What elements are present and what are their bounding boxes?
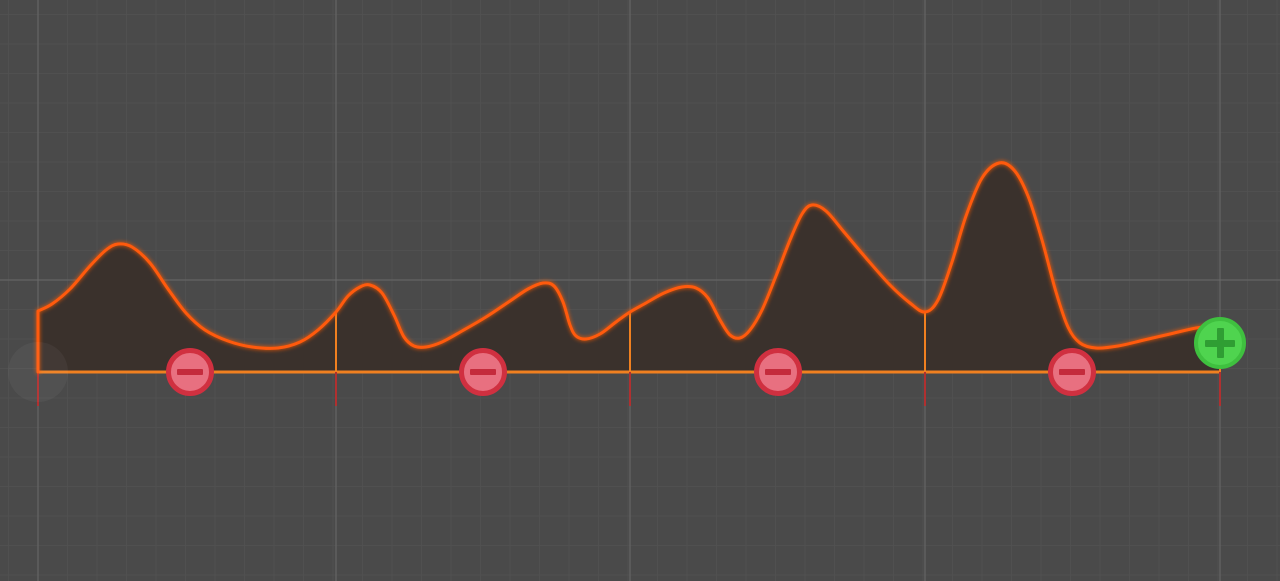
minus-circle-icon (470, 369, 496, 375)
remove-point-4[interactable] (1048, 348, 1096, 396)
remove-point-1[interactable] (166, 348, 214, 396)
below-baseline-ticks (37, 372, 1221, 406)
curve-stroke[interactable] (36, 161, 1222, 374)
minus-circle-icon (765, 369, 791, 375)
minus-circle-icon (177, 369, 203, 375)
remove-point-3[interactable] (754, 348, 802, 396)
minus-circle-icon (1059, 369, 1085, 375)
origin-handle[interactable] (8, 342, 68, 402)
plus-circle-icon-vertical (1216, 328, 1224, 358)
remove-point-2[interactable] (459, 348, 507, 396)
add-point[interactable] (1194, 317, 1246, 369)
